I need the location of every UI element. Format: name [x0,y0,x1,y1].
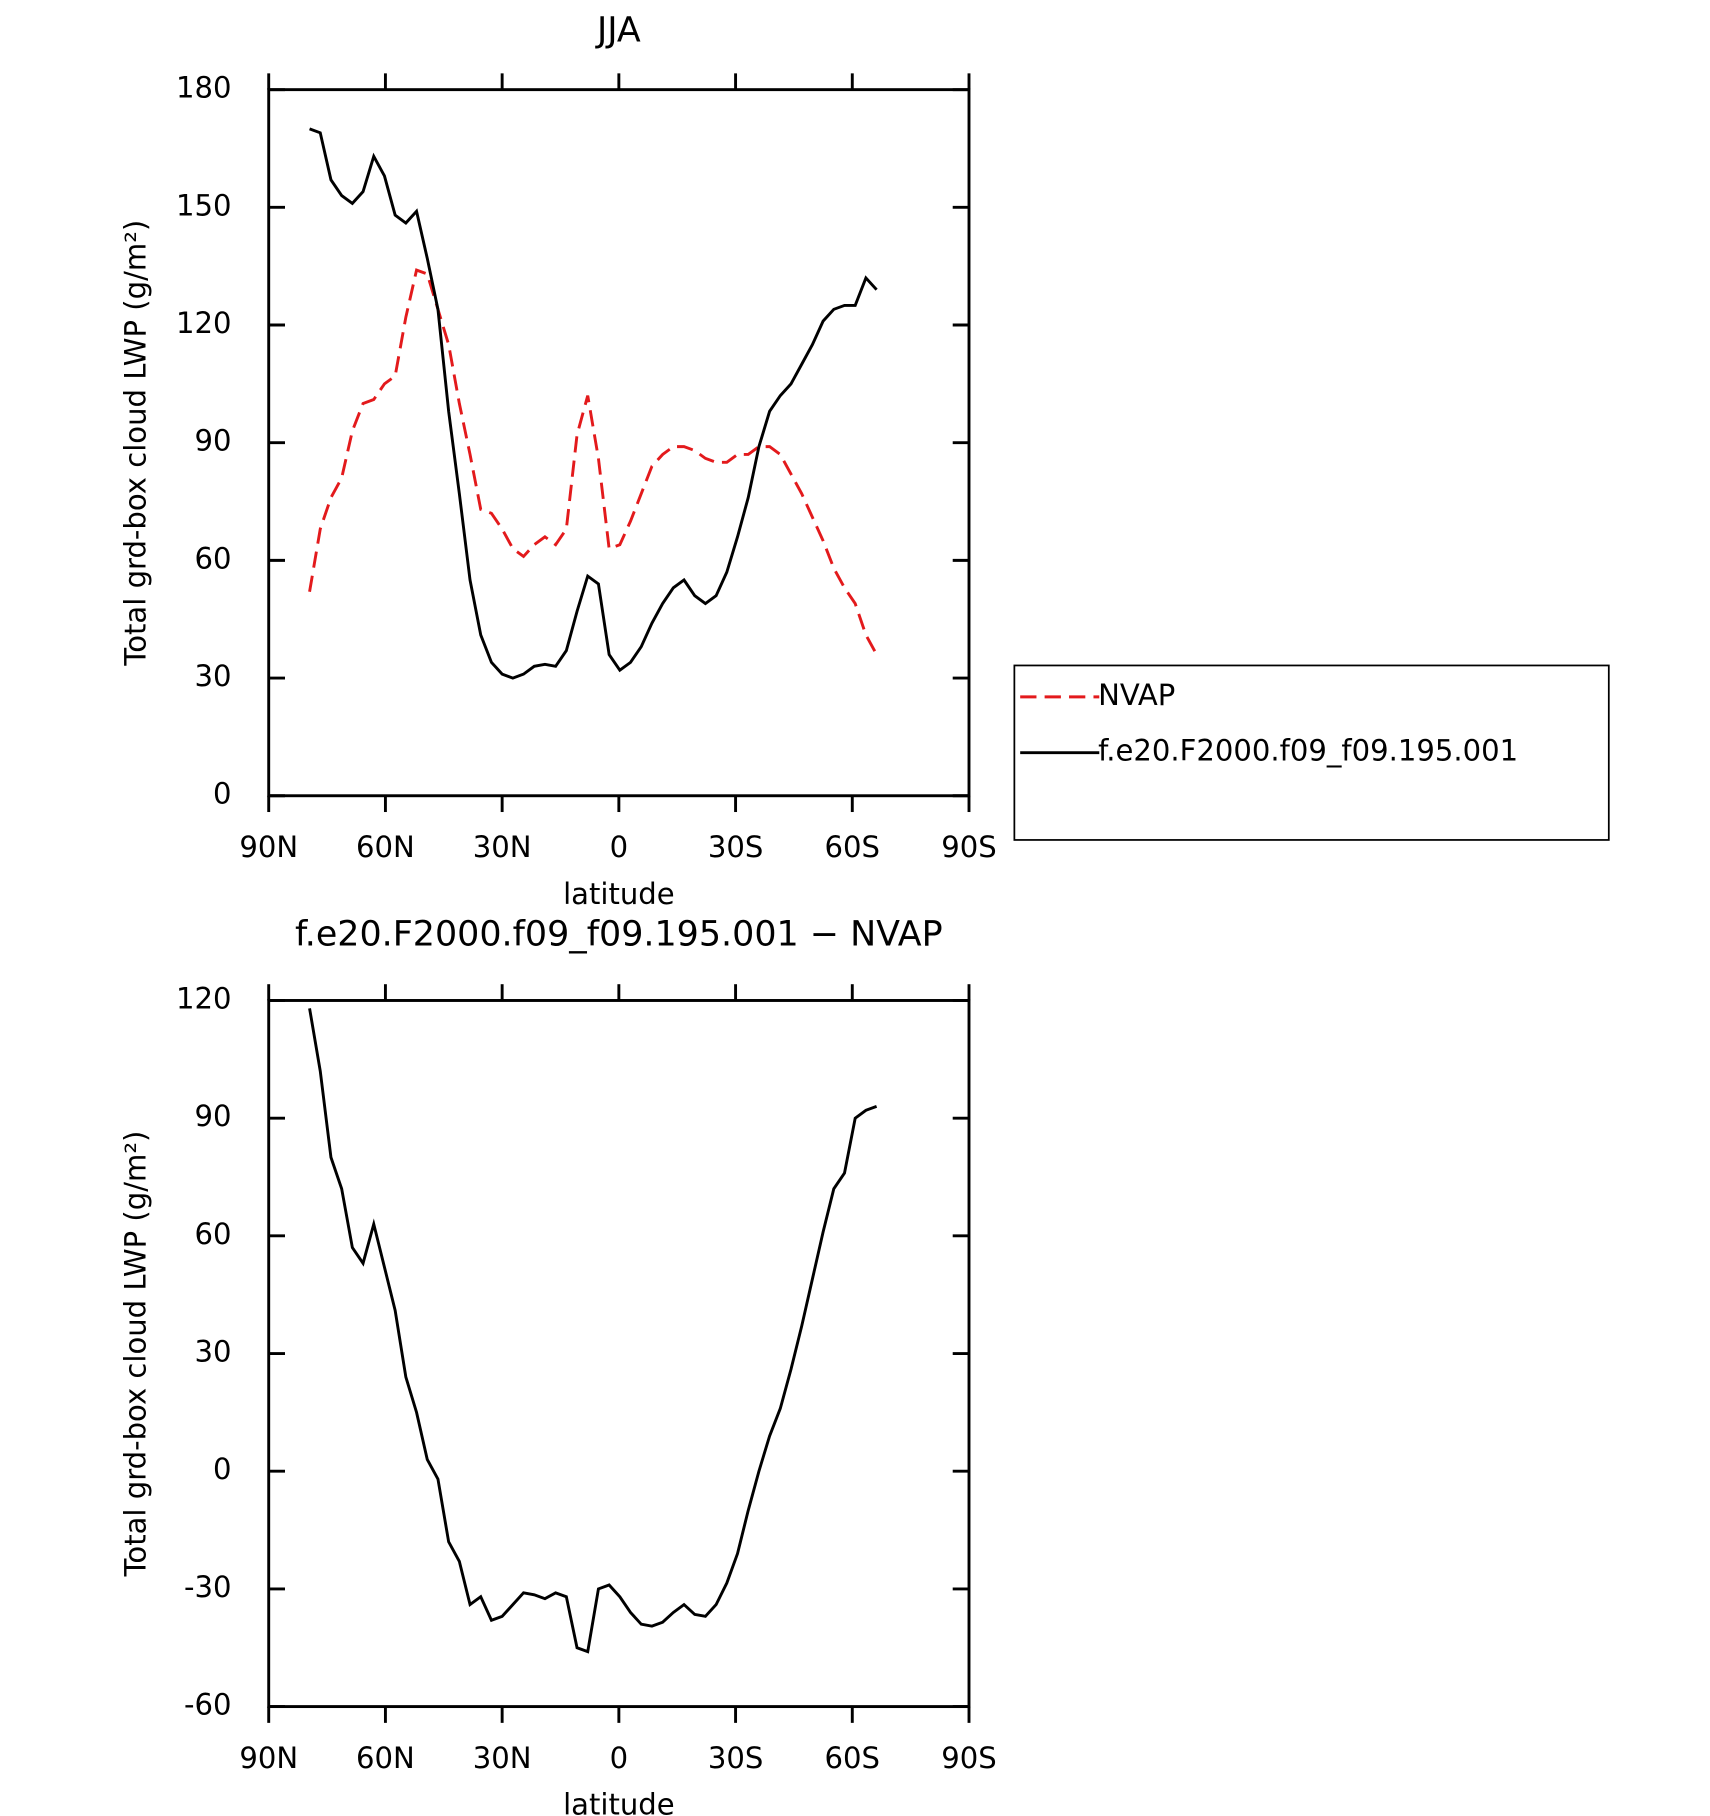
x-tick-label: 30S [708,830,763,864]
y-tick-label: 90 [194,1099,231,1133]
legend-box [1013,664,1610,841]
x-tick-label: 0 [610,1741,629,1775]
y-tick-label: 120 [176,981,232,1015]
x-tick-label: 30S [708,1741,763,1775]
x-tick-label: 60N [356,1741,415,1775]
legend-label: f.e20.F2000.f09_f09.195.001 [1098,734,1518,768]
data-line [308,268,878,656]
x-axis-label: latitude [563,1788,675,1816]
y-axis-label: Total grd-box cloud LWP (g/m²) [118,220,152,667]
legend-label: NVAP [1098,678,1175,712]
chart-title: f.e20.F2000.f09_f09.195.001 − NVAP [295,914,943,954]
x-tick-label: 90N [239,1741,298,1775]
y-tick-label: 180 [176,71,232,105]
x-tick-label: 90S [941,1741,996,1775]
y-axis-label: Total grd-box cloud LWP (g/m²) [118,1131,152,1578]
x-tick-label: 0 [610,830,629,864]
y-tick-label: 150 [176,188,232,222]
y-tick-label: 60 [194,541,231,575]
y-tick-label: 30 [194,659,231,693]
y-tick-label: -30 [184,1570,231,1604]
plot-frame [267,88,971,798]
x-tick-label: 30N [473,830,532,864]
plot-frame [267,999,971,1709]
x-tick-label: 60N [356,830,415,864]
x-tick-label: 90N [239,830,298,864]
x-tick-label: 60S [825,830,880,864]
data-line [309,127,878,680]
x-tick-label: 90S [941,830,996,864]
y-tick-label: 120 [176,306,232,340]
y-tick-label: 90 [194,424,231,458]
y-tick-label: 30 [194,1335,231,1369]
y-tick-label: 60 [194,1217,231,1251]
data-line [308,1008,878,1654]
chart-title: JJA [595,10,641,50]
y-tick-label: -60 [184,1688,231,1722]
y-tick-label: 0 [213,777,232,811]
x-tick-label: 60S [825,1741,880,1775]
x-tick-label: 30N [473,1741,532,1775]
x-axis-label: latitude [563,877,675,911]
y-tick-label: 0 [213,1452,232,1486]
